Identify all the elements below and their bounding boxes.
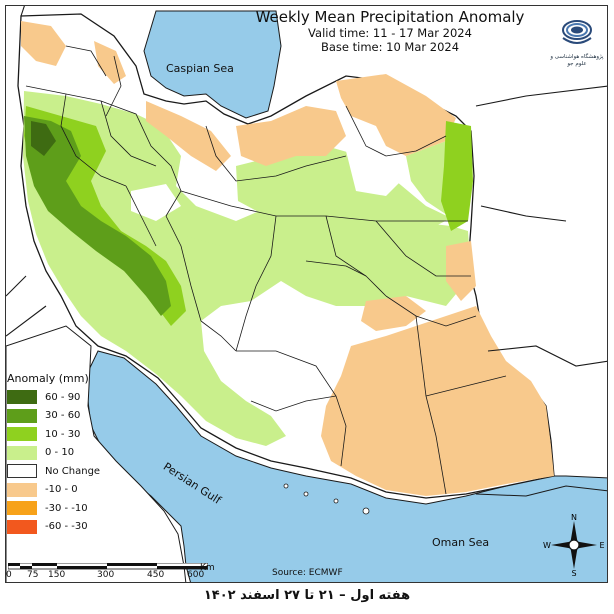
legend-swatch [7,501,37,516]
scale-tick: 75 [27,570,39,580]
anomaly-neg-ne [336,74,456,156]
map-frame [5,5,608,583]
compass-n: N [571,513,577,522]
caspian-sea [143,10,282,119]
anomaly-10-30-ne [441,121,473,231]
legend-swatch [7,408,37,423]
institute-logo: پژوهشگاه هواشناسی و علوم جو [548,10,606,78]
compass-w: W [543,541,551,550]
island [333,498,339,504]
anomaly-0-10-center2 [181,236,246,301]
legend-item: 10 - 30 [7,425,117,444]
map-canvas [6,6,607,582]
anomaly-30-60-core [31,121,56,156]
legend-title: Anomaly (mm) [7,372,89,385]
scale-tick: 150 [48,570,66,580]
anomaly-30-60 [24,116,171,316]
anomaly-neg-nnw [146,101,231,171]
source-credit: Source: ECMWF [272,568,343,578]
legend-item: -60 - -30 [7,518,117,537]
anomaly-0-10-north [236,146,451,231]
arabian-land [6,325,187,582]
anomaly-neg-center-s [361,296,426,331]
anomaly-neg-e [446,241,476,301]
compass-e: E [599,541,604,550]
legend-label: 10 - 30 [45,428,81,440]
anomaly-neg-nw [21,21,66,66]
legend-item: 60 - 90 [7,388,117,407]
country-borders [6,6,607,367]
legend-label: -60 - -30 [45,521,88,533]
island [303,491,309,497]
legend-item: No Change [7,462,117,481]
legend-swatch [7,464,37,479]
scale-tick: 600 [187,570,205,580]
legend-item: -10 - 0 [7,481,117,500]
legend-label: -10 - 0 [45,484,78,496]
anomaly-neg-caspian-s [236,106,346,166]
legend-item: 30 - 60 [7,407,117,426]
island [362,507,370,515]
legend-swatch [7,427,37,442]
legend-label: No Change [45,465,101,477]
legend-swatch [7,519,37,534]
legend-swatch [7,390,37,405]
logo-icon [562,20,592,44]
oman-land [475,485,607,497]
legend-label: 0 - 10 [45,447,75,459]
legend-swatch [7,482,37,497]
legend-item: 0 - 10 [7,444,117,463]
legend-swatch [7,445,37,460]
island [283,483,289,489]
compass-rose-icon: N E S W [543,513,604,577]
scale-tick: 0 [6,570,12,580]
footer-caption: هفته اول – ۲۱ تا ۲۷ اسفند ۱۴۰۲ [203,588,411,603]
valid-time: Valid time: 11 - 17 Mar 2024 [308,26,472,40]
scale-tick: 450 [147,570,165,580]
legend: Anomaly (mm) 60 - 90 30 - 60 10 - 30 0 -… [7,372,117,536]
province-borders [25,45,507,495]
scale-unit: Km [200,563,215,573]
scale-tick: 300 [97,570,115,580]
compass-s: S [571,569,576,577]
anomaly-0-10-west [23,91,471,446]
map-title-block: Weekly Mean Precipitation Anomaly Valid … [240,8,540,54]
legend-item: -30 - -10 [7,499,117,518]
caspian-label: Caspian Sea [166,62,234,75]
oman-sea-label: Oman Sea [432,536,490,549]
legend-label: 30 - 60 [45,410,81,422]
scale-bar [8,563,208,570]
legend-label: -30 - -10 [45,502,88,514]
base-time: Base time: 10 Mar 2024 [320,40,460,54]
no-change-center [241,336,326,416]
no-change-ne [346,151,401,196]
logo-text: پژوهشگاه هواشناسی و علوم جو [550,54,604,67]
legend-label: 60 - 90 [45,391,81,403]
scale-labels: 0 75 150 300 450 600 Km [6,563,218,582]
anomaly-neg-se [321,306,554,496]
map-title: Weekly Mean Precipitation Anomaly [255,8,525,26]
